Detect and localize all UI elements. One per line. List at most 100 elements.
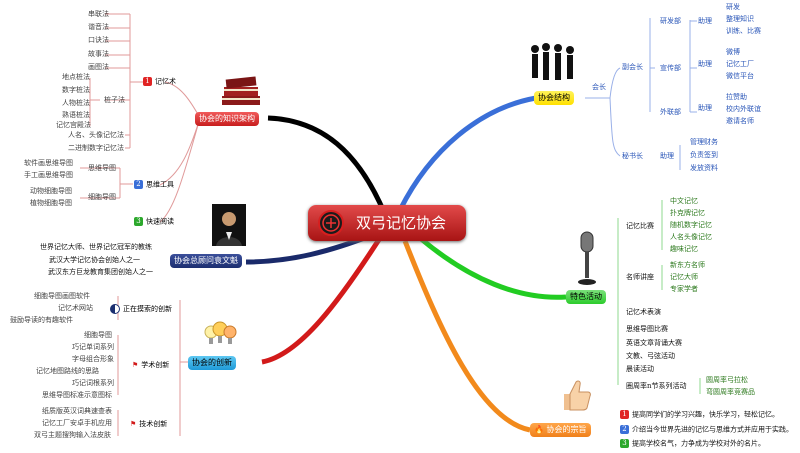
tech-label: 技术创新 <box>139 420 168 428</box>
consultant-line-1: 世界记忆大师、世界记忆冠军的教练 <box>40 243 152 251</box>
branch-box-knowledge[interactable]: 协会的知识架构 <box>195 112 259 126</box>
knowledge-method-1: 串联法 <box>88 10 109 18</box>
searching-item-1: 细胞导图画图软件 <box>34 292 90 300</box>
branch-box-consultant[interactable]: 协会总顾问袁文魁 <box>170 254 242 268</box>
president-label: 会长 <box>592 83 606 91</box>
tech-item-1: 纸质版英汉词典速查表 <box>42 407 112 415</box>
branch-box-activities[interactable]: 特色活动 <box>566 290 606 304</box>
pile-item-4: 熟语桩法 <box>62 111 90 119</box>
publicity-assistant: 助理 <box>698 60 712 68</box>
competition-item-5: 趣味记忆 <box>670 245 698 253</box>
speed-read-label: 快速阅读 <box>146 217 174 226</box>
competition-item-1: 中文记忆 <box>670 197 698 205</box>
pile-item-2: 数字桩法 <box>62 86 90 94</box>
mindmap-item-2: 手工画思维导图 <box>24 171 73 179</box>
flag-icon: ⚑ <box>132 361 139 369</box>
center-title: 双弓记忆协会 <box>356 214 447 232</box>
pile-item-3: 人物桩法 <box>62 99 90 107</box>
lecture-item-3: 专家学者 <box>670 285 698 293</box>
research-item-2: 整理知识 <box>726 15 754 23</box>
knowledge-method-7: 二进制数字记忆法 <box>68 144 124 152</box>
number-badge-3: 3 <box>134 217 143 226</box>
mindmap-label: 思维导图 <box>88 164 116 172</box>
other-activity-1: 思维导图比赛 <box>626 325 668 333</box>
academic-label: 学术创新 <box>141 361 170 369</box>
branch-box-structure[interactable]: 协会结构 <box>534 91 574 105</box>
academic-item-2: 巧记单词系列 <box>72 343 114 351</box>
academic-item-4: 记忆地图路线的思路 <box>36 367 99 375</box>
branch-purpose <box>402 240 531 433</box>
logo-icon <box>318 210 344 236</box>
external-item-1: 拉赞助 <box>726 93 747 101</box>
competition-label: 记忆比赛 <box>626 222 654 230</box>
secretary-item-1: 管理财务 <box>690 138 718 146</box>
number-badge-1: 1 <box>143 77 152 86</box>
other-activity-2: 英语文章背诵大赛 <box>626 339 682 347</box>
detailmap-label: 细胞导图 <box>88 193 116 201</box>
number-badge-3: 3 <box>620 439 629 448</box>
weekly-item-1: 圆周率弓拉松 <box>706 376 748 384</box>
purpose-item-3: 3 提高学校名气，力争成为学校对外的名片。 <box>620 439 765 449</box>
competition-item-2: 扑克牌记忆 <box>670 209 705 217</box>
branch-box-innovation[interactable]: 协会的创新 <box>188 356 236 370</box>
secretary-assistant: 助理 <box>660 152 674 160</box>
detailmap-item-1: 动物细胞导图 <box>30 187 72 195</box>
external-assistant: 助理 <box>698 104 712 112</box>
publicity-item-1: 微博 <box>726 48 740 56</box>
academic-item-5: 巧记词根系列 <box>72 379 114 387</box>
academic-item-6: 思维导图标准示意图标 <box>42 391 112 399</box>
knowledge-method-3: 口诀法 <box>88 36 109 44</box>
tech-item-3: 双弓主题搜狗输入法皮肤 <box>34 431 111 439</box>
show-label: 记忆术表演 <box>626 308 661 316</box>
number-badge-2: 2 <box>134 180 143 189</box>
secretary-item-3: 发放资料 <box>690 164 718 172</box>
research-item-3: 训练、比赛 <box>726 27 761 35</box>
vice-president-label: 副会长 <box>622 63 643 71</box>
other-activity-3: 文教、弓弦活动 <box>626 352 675 360</box>
publicity-dept: 宣传部 <box>660 64 681 72</box>
knowledge-method-2: 谐音法 <box>88 23 109 31</box>
tech-item-2: 记忆工厂安卓手机应用 <box>42 419 112 427</box>
secretary-item-2: 负责签到 <box>690 151 718 159</box>
branch-box-purpose[interactable]: 🔥 协会的宗旨 <box>530 423 591 437</box>
knowledge-method-5: 画图法 <box>88 63 109 71</box>
weekly-item-2: 弯圆周率竞赛品 <box>706 388 755 396</box>
center-node[interactable]: 双弓记忆协会 <box>308 205 466 241</box>
thinking-tool-label: 思维工具 <box>146 180 174 189</box>
other-activity-4: 晨读活动 <box>626 365 654 373</box>
purpose-text-2: 介绍当今世界先进的记忆与思维方式并应用于实践。 <box>632 425 793 434</box>
branch-knowledge <box>267 115 391 223</box>
knowledge-method-6: 人名、头像记忆法 <box>68 131 124 139</box>
purpose-item-2: 2 介绍当今世界先进的记忆与思维方式并应用于实践。 <box>620 425 793 435</box>
purpose-label: 协会的宗旨 <box>546 425 587 434</box>
branch-innovation <box>261 236 383 365</box>
secretary-label: 秘书长 <box>622 152 643 160</box>
detailmap-item-2: 植物细胞导图 <box>30 199 72 207</box>
weekly-label: 圈周率n节系列活动 <box>626 382 687 390</box>
thinking-tool-node[interactable]: 2 思维工具 <box>134 180 174 190</box>
purpose-text-3: 提高学校名气，力争成为学校对外的名片。 <box>632 439 765 448</box>
academic-node[interactable]: ⚑ 学术创新 <box>132 361 169 370</box>
academic-item-3: 字母组合形象 <box>72 355 114 363</box>
memory-method-node[interactable]: 1 记忆术 <box>143 77 176 87</box>
branch-activities <box>418 236 567 300</box>
external-item-2: 校内外联谊 <box>726 105 761 113</box>
tech-node[interactable]: ⚑ 技术创新 <box>130 420 167 429</box>
lecture-item-1: 新东方名师 <box>670 261 705 269</box>
half-circle-icon <box>110 304 120 314</box>
lecture-item-2: 记忆大师 <box>670 273 698 281</box>
consultant-line-2: 武汉大学记忆协会创始人之一 <box>49 256 140 264</box>
knowledge-method-4: 故事法 <box>88 50 109 58</box>
research-item-1: 研发 <box>726 3 740 11</box>
speed-read-node[interactable]: 3 快速阅读 <box>134 217 174 227</box>
competition-item-3: 随机数字记忆 <box>670 221 712 229</box>
pile-label: 桩子法 <box>104 96 125 104</box>
flame-icon: 🔥 <box>534 425 544 434</box>
searching-node[interactable]: 正在摸索的创新 <box>110 304 172 314</box>
external-item-3: 邀请名师 <box>726 117 754 125</box>
publicity-item-2: 记忆工厂 <box>726 60 754 68</box>
memory-method-label: 记忆术 <box>155 77 176 86</box>
pile-item-5: 记忆宫殿法 <box>56 121 91 129</box>
academic-item-1: 细胞导图 <box>84 331 112 339</box>
research-dept: 研发部 <box>660 17 681 25</box>
